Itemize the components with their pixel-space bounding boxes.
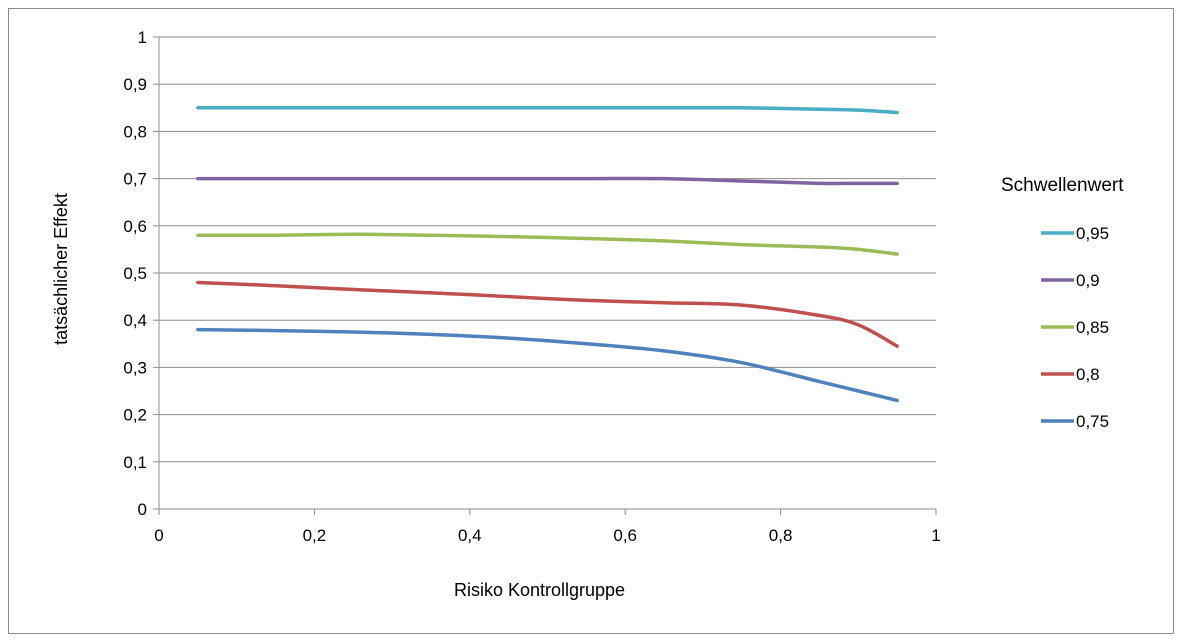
chart-frame: 0 0,1 0,2 0,3 0,4 0,5 0,6 0,7 0,8 0,9 1 0 0,2 0,4 0,6 0…: [8, 8, 1174, 634]
legend-label: 0,95: [1076, 224, 1109, 243]
y-tick-label: 0,6: [123, 217, 147, 236]
y-tick-label: 0,7: [123, 170, 147, 189]
x-tick-label: 0: [154, 526, 163, 545]
y-tick-label: 0: [138, 500, 147, 519]
y-tick-label: 0,3: [123, 358, 147, 377]
y-tick-label: 0,1: [123, 453, 147, 472]
legend-label: 0,9: [1076, 271, 1100, 290]
x-axis-title: Risiko Kontrollgruppe: [454, 580, 625, 600]
gridlines: [159, 36, 936, 463]
series-line-0-95: [196, 105, 899, 115]
y-tick-label: 0,9: [123, 75, 147, 94]
series-lines: [196, 105, 899, 403]
x-tick-label: 0,4: [458, 526, 482, 545]
legend-title: Schwellenwert: [1001, 175, 1124, 196]
legend-label: 0,8: [1076, 365, 1100, 384]
y-tick-label: 0,2: [123, 406, 147, 425]
series-line-0-75: [196, 327, 899, 403]
y-tick-label: 0,4: [123, 311, 147, 330]
line-chart: 0 0,1 0,2 0,3 0,4 0,5 0,6 0,7 0,8 0,9 1 0 0,2 0,4 0,6 0…: [51, 28, 1124, 600]
x-tick-label: 0,2: [303, 526, 327, 545]
x-tick-label: 0,8: [769, 526, 793, 545]
legend-label: 0,85: [1076, 318, 1109, 337]
series-line-0-8: [196, 280, 899, 348]
y-tick-label: 0,8: [123, 122, 147, 141]
y-tick-label: 0,5: [123, 264, 147, 283]
series-line-0-9: [196, 176, 899, 186]
x-tick-label: 0,6: [613, 526, 637, 545]
legend: 0,95 0,9 0,85 0,8 0,75: [1041, 224, 1109, 431]
legend-label: 0,75: [1076, 412, 1109, 431]
y-tick-label: 1: [138, 28, 147, 47]
axes: 0 0,1 0,2 0,3 0,4 0,5 0,6 0,7 0,8 0,9 1 0 0,2 0,4 0,6 0…: [123, 28, 940, 545]
series-line-0-85: [196, 232, 899, 256]
x-tick-label: 1: [931, 526, 940, 545]
y-axis-title: tatsächlicher Effekt: [51, 193, 71, 345]
